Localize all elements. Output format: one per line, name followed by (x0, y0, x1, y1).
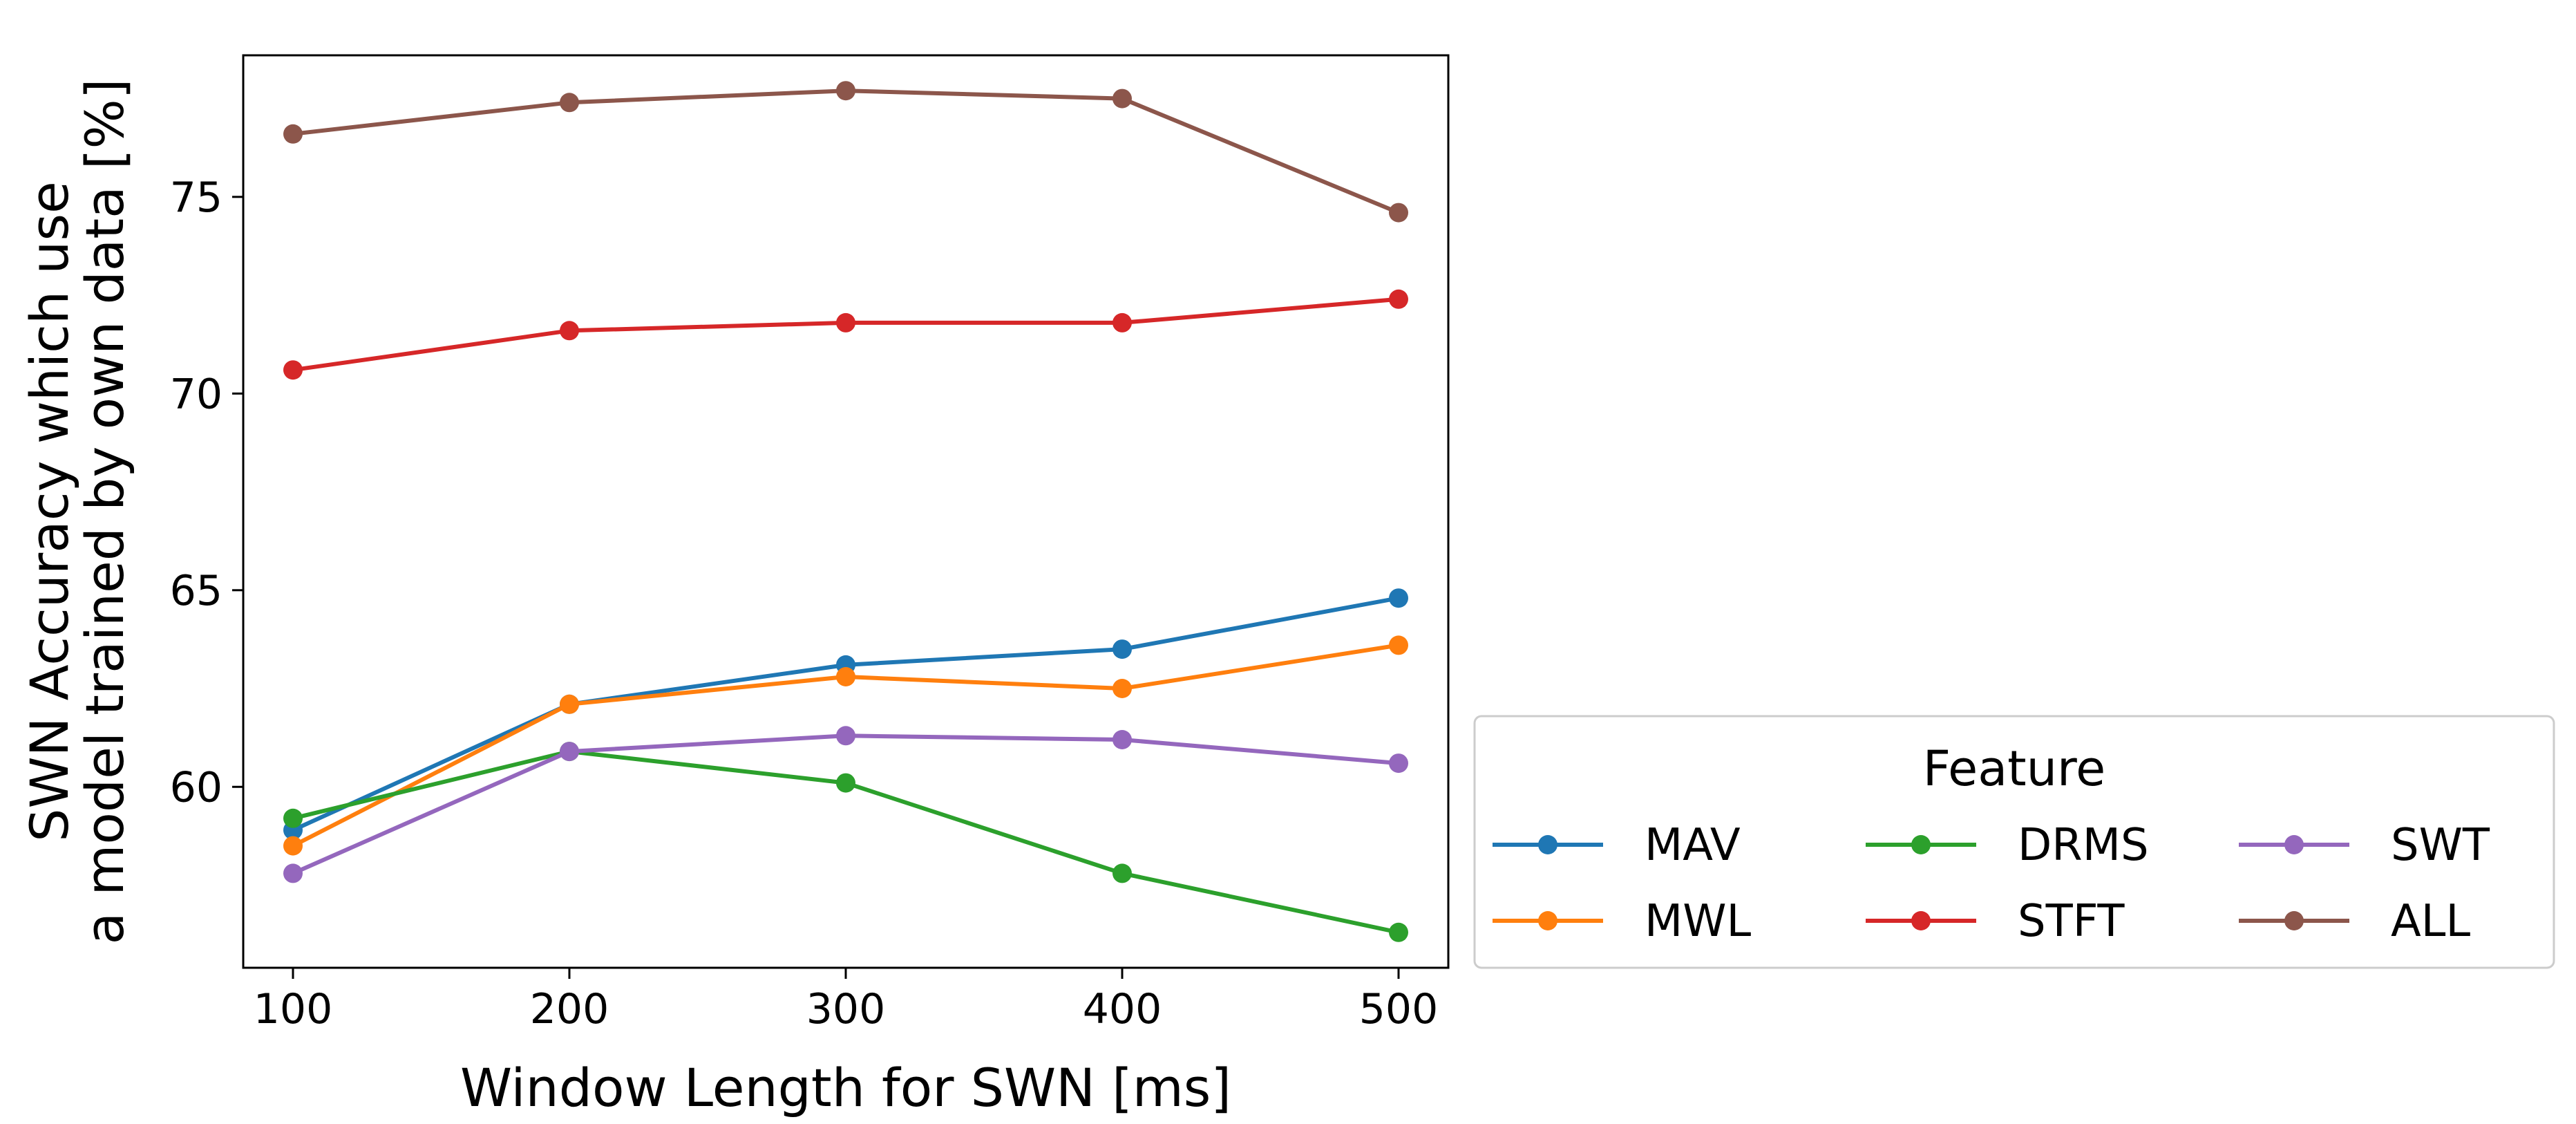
data-point-mwl-100 (283, 836, 303, 856)
data-point-mwl-300 (836, 667, 855, 686)
legend-entry-mwl: MWL (1493, 896, 1752, 947)
legend-label-mav: MAV (1645, 820, 1741, 871)
x-tick-label-400: 400 (1083, 985, 1162, 1033)
legend-label-all: ALL (2391, 896, 2470, 947)
data-point-stft-500 (1389, 289, 1408, 309)
legend: Feature MAV MWL DRMS STFT SWT ALL (1473, 715, 2555, 969)
legend-label-stft: STFT (2018, 896, 2125, 947)
data-point-stft-200 (560, 321, 579, 341)
data-point-swt-500 (1389, 753, 1408, 774)
y-tick-label-70: 70 (170, 370, 222, 418)
legend-title: Feature (1923, 740, 2106, 797)
legend-label-drms: DRMS (2018, 820, 2149, 871)
legend-entry-swt: SWT (2239, 820, 2490, 871)
legend-marker-stft (1911, 911, 1931, 930)
data-point-drms-400 (1112, 863, 1132, 883)
data-point-drms-100 (283, 808, 303, 828)
x-tick-label-200: 200 (530, 985, 609, 1033)
data-point-all-500 (1389, 203, 1408, 223)
data-point-mav-400 (1112, 639, 1132, 659)
data-point-mwl-200 (560, 694, 579, 714)
legend-marker-mav (1538, 835, 1557, 854)
data-point-swt-100 (283, 863, 303, 883)
legend-entry-mav: MAV (1493, 820, 1741, 871)
legend-label-mwl: MWL (1645, 896, 1752, 947)
y-tick-label-75: 75 (170, 174, 222, 222)
data-point-all-400 (1112, 88, 1132, 109)
data-point-swt-200 (560, 742, 579, 762)
data-point-stft-400 (1112, 312, 1132, 332)
data-point-mwl-500 (1389, 635, 1408, 655)
plot-layer (283, 81, 1408, 942)
series-all (283, 81, 1408, 223)
series-swt (283, 726, 1408, 883)
legend-marker-all (2284, 911, 2304, 930)
x-axis-title: Window Length for SWN [ms] (460, 1057, 1231, 1118)
y-tick-label-65: 65 (170, 567, 222, 615)
data-point-stft-100 (283, 360, 303, 380)
axes-layer: 100 200 300 400 500 60 65 70 75 Window Length for… (19, 54, 1450, 1118)
data-point-all-200 (560, 93, 579, 113)
data-point-drms-300 (836, 773, 855, 793)
legend-box (1473, 715, 2555, 969)
legend-marker-drms (1911, 835, 1931, 854)
y-tick-label-60: 60 (170, 763, 222, 812)
data-point-drms-500 (1389, 922, 1408, 942)
series-mwl (283, 635, 1408, 856)
data-point-swt-300 (836, 726, 855, 746)
data-point-all-100 (283, 124, 303, 144)
data-point-stft-300 (836, 312, 855, 332)
legend-label-swt: SWT (2391, 820, 2490, 871)
series-stft (283, 289, 1408, 380)
legend-entry-drms: DRMS (1866, 820, 2149, 871)
y-axis-title-line-2: a model trained by own data [%] (74, 79, 135, 945)
x-tick-label-100: 100 (254, 985, 333, 1033)
data-point-mwl-400 (1112, 679, 1132, 698)
data-point-swt-400 (1112, 730, 1132, 749)
legend-entry-stft: STFT (1866, 896, 2125, 947)
x-tick-label-300: 300 (806, 985, 886, 1033)
x-tick-label-500: 500 (1359, 985, 1439, 1033)
y-axis-title-line-1: SWN Accuracy which use (19, 181, 80, 842)
legend-marker-mwl (1538, 911, 1557, 930)
data-point-all-300 (836, 81, 855, 101)
data-point-mav-500 (1389, 588, 1408, 608)
legend-entry-all: ALL (2239, 896, 2470, 947)
legend-marker-swt (2284, 835, 2304, 854)
